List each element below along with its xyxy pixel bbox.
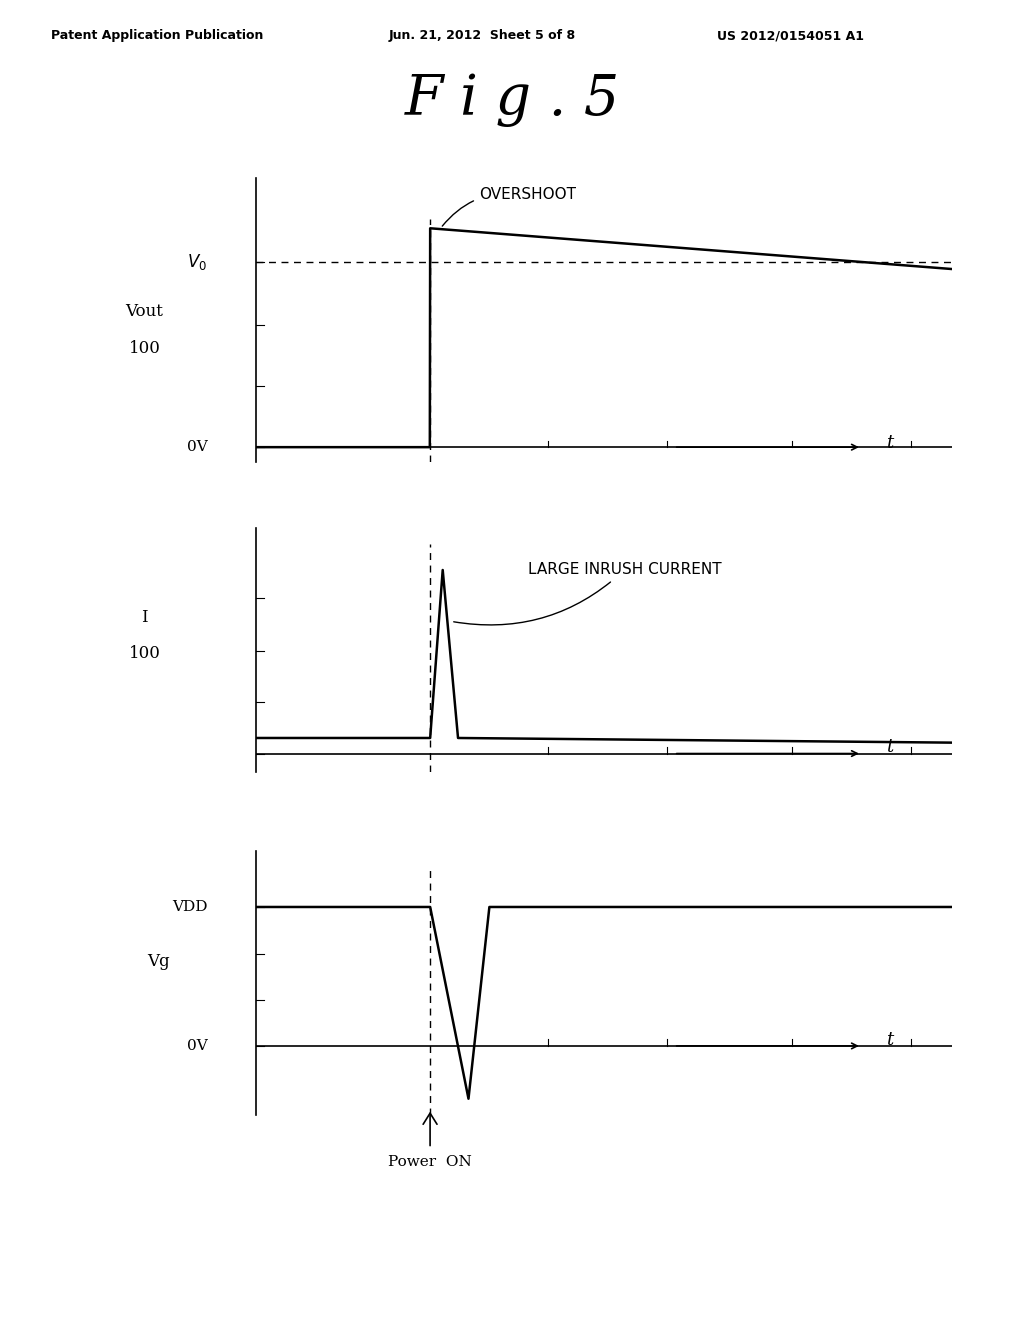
Text: Power  ON: Power ON <box>388 1155 472 1170</box>
Text: Vout: Vout <box>126 304 164 321</box>
Text: $V_0$: $V_0$ <box>187 252 207 272</box>
Text: Patent Application Publication: Patent Application Publication <box>51 29 263 42</box>
Text: t: t <box>886 738 893 756</box>
Text: OVERSHOOT: OVERSHOOT <box>442 187 575 226</box>
Text: US 2012/0154051 A1: US 2012/0154051 A1 <box>717 29 864 42</box>
Text: 100: 100 <box>129 321 161 356</box>
Text: 100: 100 <box>129 626 161 663</box>
Text: t: t <box>886 1031 893 1049</box>
Text: t: t <box>886 433 893 451</box>
Text: VDD: VDD <box>172 900 207 913</box>
Text: 0V: 0V <box>186 440 207 454</box>
Text: LARGE INRUSH CURRENT: LARGE INRUSH CURRENT <box>454 562 721 624</box>
Text: I: I <box>141 609 147 626</box>
Text: F i g . 5: F i g . 5 <box>404 73 620 127</box>
Text: Vg: Vg <box>147 953 170 970</box>
Text: 0V: 0V <box>186 1039 207 1053</box>
Text: Jun. 21, 2012  Sheet 5 of 8: Jun. 21, 2012 Sheet 5 of 8 <box>389 29 577 42</box>
